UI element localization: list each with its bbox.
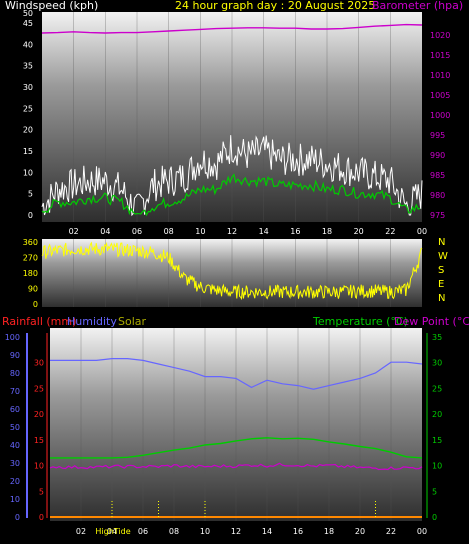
wind-x-tick: 08	[164, 227, 174, 236]
humidity-y-tick: 40	[10, 441, 20, 450]
wind-y-tick: 30	[23, 83, 33, 92]
wind-x-tick: 16	[290, 227, 300, 236]
wind-y-tick: 45	[23, 19, 33, 28]
high-tide-label: HighTide	[95, 527, 130, 536]
direction-y-tick: 180	[23, 269, 38, 278]
wind-x-tick: 10	[195, 227, 205, 236]
rainfall-y-tick: 25	[34, 384, 44, 393]
temperature-y-tick: 20	[432, 410, 442, 419]
rainfall-y-tick: 15	[34, 436, 44, 445]
temperature-x-tick: 00	[417, 527, 427, 536]
humidity-label: Humidity	[67, 315, 117, 328]
baro-y-tick: 990	[430, 151, 445, 160]
baro-y-tick: 995	[430, 131, 445, 140]
humidity-y-tick: 20	[10, 477, 20, 486]
humidity-y-tick: 70	[10, 387, 20, 396]
temperature-x-tick: 02	[76, 527, 86, 536]
solar-label: Solar	[118, 315, 147, 328]
humidity-y-tick: 60	[10, 405, 20, 414]
temperature-y-tick: 35	[432, 333, 442, 342]
compass-n-label: N	[438, 293, 445, 304]
rainfall-y-tick: 10	[34, 462, 44, 471]
direction-y-tick: 0	[33, 300, 38, 309]
temperature-y-tick: 15	[432, 436, 442, 445]
temperature-y-tick: 25	[432, 384, 442, 393]
compass-s-label: S	[438, 265, 444, 276]
baro-y-tick: 1020	[430, 31, 450, 40]
rainfall-y-tick: 0	[39, 513, 44, 522]
wind-y-tick: 50	[23, 9, 33, 18]
dewpoint-axis-title: Dew Point (°C)	[394, 315, 469, 328]
wind-x-tick: 06	[132, 227, 142, 236]
humidity-y-tick: 90	[10, 351, 20, 360]
humidity-y-tick: 10	[10, 495, 20, 504]
compass-n-label: N	[438, 237, 445, 248]
rainfall-y-tick: 5	[39, 487, 44, 496]
baro-y-tick: 985	[430, 171, 445, 180]
compass-e-label: E	[438, 279, 444, 290]
baro-y-tick: 1000	[430, 111, 450, 120]
wind-avg-line	[41, 173, 421, 217]
humidity-y-tick: 80	[10, 369, 20, 378]
baro-y-tick: 1015	[430, 51, 450, 60]
wind-y-tick: 5	[28, 190, 33, 199]
temperature-x-tick: 04	[107, 527, 117, 536]
temperature-x-tick: 18	[324, 527, 334, 536]
wind-x-tick: 00	[417, 227, 427, 236]
temperature-line	[50, 437, 423, 459]
wind-y-tick: 35	[23, 62, 33, 71]
rainfall-axis-title: Rainfall (mm)	[2, 315, 77, 328]
wind-axis-title: Windspeed (kph)	[5, 0, 99, 12]
wind-direction-line	[41, 241, 423, 301]
temperature-x-tick: 16	[293, 527, 303, 536]
temperature-x-tick: 14	[262, 527, 272, 536]
wind-x-tick: 14	[259, 227, 269, 236]
temperature-y-tick: 0	[432, 513, 437, 522]
humidity-y-tick: 0	[15, 513, 20, 522]
wind-y-tick: 0	[28, 211, 33, 220]
humidity-y-tick: 100	[5, 333, 20, 342]
wind-y-tick: 20	[23, 126, 33, 135]
baro-y-tick: 975	[430, 211, 445, 220]
temperature-y-tick: 10	[432, 462, 442, 471]
temperature-x-tick: 10	[200, 527, 210, 536]
wind-x-tick: 18	[322, 227, 332, 236]
temperature-x-tick: 22	[386, 527, 396, 536]
direction-y-tick: 360	[23, 238, 38, 247]
wind-x-tick: 20	[354, 227, 364, 236]
baro-axis-title: Barometer (hpa)	[372, 0, 464, 12]
wind-x-tick: 02	[69, 227, 79, 236]
direction-y-tick: 270	[23, 254, 38, 263]
temperature-x-tick: 08	[169, 527, 179, 536]
humidity-y-tick: 30	[10, 459, 20, 468]
rainfall-y-tick: 30	[34, 359, 44, 368]
temperature-x-tick: 12	[231, 527, 241, 536]
temperature-x-tick: 06	[138, 527, 148, 536]
temperature-axis-title: Temperature (°C)	[313, 315, 408, 328]
wind-y-tick: 40	[23, 40, 33, 49]
wind-x-tick: 12	[227, 227, 237, 236]
temperature-y-tick: 30	[432, 359, 442, 368]
wind-y-tick: 10	[23, 168, 33, 177]
wind-x-tick: 22	[385, 227, 395, 236]
wind-y-tick: 25	[23, 104, 33, 113]
baro-y-tick: 1005	[430, 91, 450, 100]
dewpoint-line	[49, 462, 423, 471]
baro-y-tick: 1010	[430, 71, 450, 80]
direction-y-tick: 90	[28, 285, 38, 294]
wind-gust-line	[41, 135, 423, 217]
temperature-x-tick: 20	[355, 527, 365, 536]
barometer-line	[41, 23, 423, 34]
rainfall-y-tick: 20	[34, 410, 44, 419]
baro-y-tick: 980	[430, 191, 445, 200]
humidity-line	[50, 358, 423, 390]
wind-x-tick: 04	[100, 227, 110, 236]
compass-w-label: W	[438, 251, 448, 262]
temperature-y-tick: 5	[432, 487, 437, 496]
humidity-y-tick: 50	[10, 423, 20, 432]
wind-y-tick: 15	[23, 147, 33, 156]
chart-title: 24 hour graph day : 20 August 2025	[175, 0, 376, 12]
